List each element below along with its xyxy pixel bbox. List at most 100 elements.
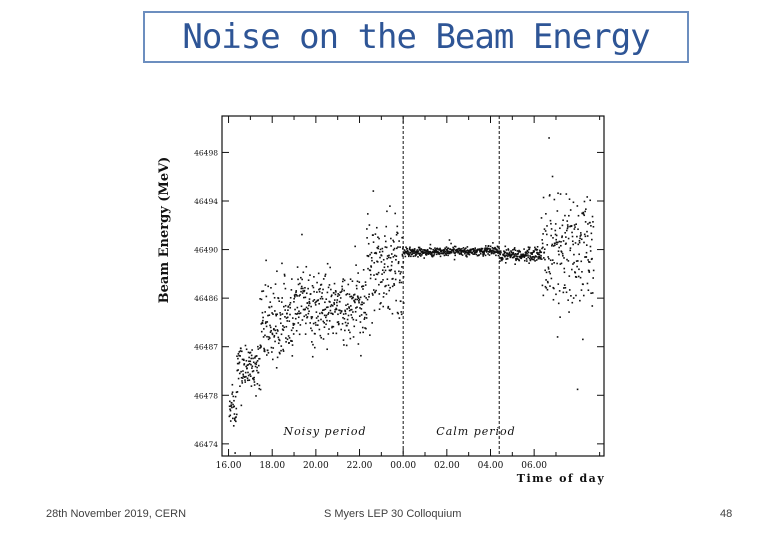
data-point <box>253 379 255 381</box>
data-point <box>553 261 555 264</box>
data-point <box>278 338 280 341</box>
data-point <box>558 253 560 256</box>
data-point <box>417 246 420 249</box>
data-point <box>289 296 292 299</box>
data-point <box>486 250 488 252</box>
data-point <box>516 250 519 252</box>
data-point <box>481 251 484 254</box>
data-point <box>533 257 536 259</box>
data-point <box>533 256 536 258</box>
data-point <box>465 255 467 257</box>
data-point <box>294 308 296 311</box>
data-point <box>492 251 495 253</box>
data-point <box>236 362 239 365</box>
data-point <box>285 341 287 343</box>
data-point <box>381 250 384 253</box>
data-point <box>573 228 576 230</box>
data-point <box>271 358 274 361</box>
data-point <box>304 296 307 299</box>
data-point <box>257 364 260 367</box>
x-tick-label: 02.00 <box>434 461 460 471</box>
data-point <box>320 336 323 339</box>
data-point <box>551 175 554 178</box>
data-point <box>441 252 444 255</box>
data-point <box>383 263 386 265</box>
data-point <box>309 322 312 324</box>
data-point <box>495 251 498 254</box>
data-point <box>583 214 586 217</box>
data-point <box>352 294 355 296</box>
data-point <box>314 304 317 306</box>
data-point <box>322 320 325 323</box>
data-point <box>589 250 592 252</box>
data-point <box>524 255 526 257</box>
data-point <box>563 257 565 259</box>
data-point <box>573 261 575 264</box>
data-point <box>305 322 307 325</box>
data-point <box>548 194 551 197</box>
data-point <box>504 251 507 254</box>
data-point <box>413 252 415 255</box>
data-point <box>253 381 256 383</box>
data-point <box>399 279 401 282</box>
data-point <box>444 248 447 250</box>
data-point <box>276 313 278 316</box>
data-point <box>454 252 456 255</box>
data-point <box>364 316 366 319</box>
data-point <box>576 235 578 238</box>
data-point <box>586 196 589 198</box>
data-point <box>395 255 398 258</box>
data-point <box>234 452 236 454</box>
data-point <box>254 362 256 365</box>
data-point <box>538 255 541 258</box>
data-point <box>251 349 253 351</box>
data-point <box>258 357 261 360</box>
data-point <box>556 336 559 338</box>
data-point <box>282 348 284 351</box>
data-point <box>529 246 531 249</box>
data-point <box>327 311 330 314</box>
data-point <box>510 251 513 254</box>
data-point <box>371 259 373 262</box>
data-point <box>542 196 545 199</box>
data-point <box>583 233 586 236</box>
data-point <box>243 363 246 365</box>
data-point <box>237 353 240 355</box>
data-point <box>387 265 389 268</box>
data-point <box>270 329 272 332</box>
data-point <box>318 328 321 331</box>
data-point <box>552 237 554 239</box>
data-point <box>585 244 588 246</box>
data-point <box>517 251 520 253</box>
data-point <box>228 405 231 408</box>
data-point <box>307 287 309 290</box>
data-point <box>369 334 371 336</box>
data-point <box>377 247 379 250</box>
data-point <box>586 230 588 233</box>
data-point <box>336 295 339 298</box>
data-point <box>562 287 565 289</box>
data-point <box>242 370 244 372</box>
data-point <box>514 253 517 255</box>
data-point <box>263 347 265 350</box>
data-point <box>483 253 485 256</box>
data-point <box>412 255 415 258</box>
data-point <box>362 331 364 334</box>
data-point <box>290 289 293 291</box>
data-point <box>493 250 496 253</box>
data-point <box>460 251 462 254</box>
data-point <box>529 259 532 262</box>
data-point <box>520 257 523 260</box>
data-point <box>572 243 575 246</box>
data-point <box>500 258 503 260</box>
data-point <box>496 250 499 253</box>
data-point <box>509 256 512 259</box>
data-point <box>578 268 580 271</box>
data-point <box>239 355 241 357</box>
data-point <box>487 245 490 247</box>
data-point <box>373 309 376 312</box>
data-point <box>559 316 561 318</box>
data-point <box>369 269 372 272</box>
data-point <box>489 245 492 248</box>
data-point <box>571 268 573 271</box>
